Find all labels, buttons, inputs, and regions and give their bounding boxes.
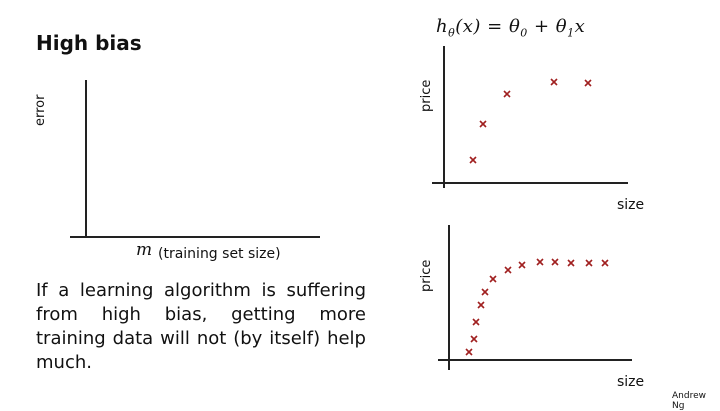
data-point-marker — [585, 259, 593, 267]
data-point-marker — [601, 259, 609, 267]
data-point-marker — [536, 258, 544, 266]
data-point-marker — [481, 288, 489, 296]
top-data-points — [469, 78, 592, 164]
data-point-marker — [518, 261, 526, 269]
data-point-marker — [470, 335, 478, 343]
data-point-marker — [479, 120, 487, 128]
data-point-marker — [472, 318, 480, 326]
data-point-marker — [465, 348, 473, 356]
top-size-label: size — [617, 197, 645, 213]
bottom-size-label: size — [617, 374, 645, 390]
m-symbol: m — [136, 240, 153, 260]
data-point-marker — [584, 79, 592, 87]
hypothesis-formula: hθ(x) = θ0 + θ1x — [436, 16, 586, 40]
training-set-size-label: (training set size) — [158, 246, 281, 262]
data-point-marker — [503, 90, 511, 98]
explanation-text: If a learning algorithm is suffering fro… — [36, 280, 366, 373]
data-point-marker — [477, 301, 485, 309]
data-point-marker — [469, 156, 477, 164]
data-point-marker — [567, 259, 575, 267]
top-price-label: price — [419, 79, 434, 112]
bottom-price-label: price — [419, 259, 434, 292]
data-point-marker — [550, 78, 558, 86]
bottom-data-points — [465, 258, 609, 356]
author-credit: Andrew Ng — [672, 391, 706, 411]
data-point-marker — [551, 258, 559, 266]
data-point-marker — [504, 266, 512, 274]
error-axis-label: error — [33, 94, 48, 126]
slide-title: High bias — [36, 31, 142, 55]
data-point-marker — [489, 275, 497, 283]
